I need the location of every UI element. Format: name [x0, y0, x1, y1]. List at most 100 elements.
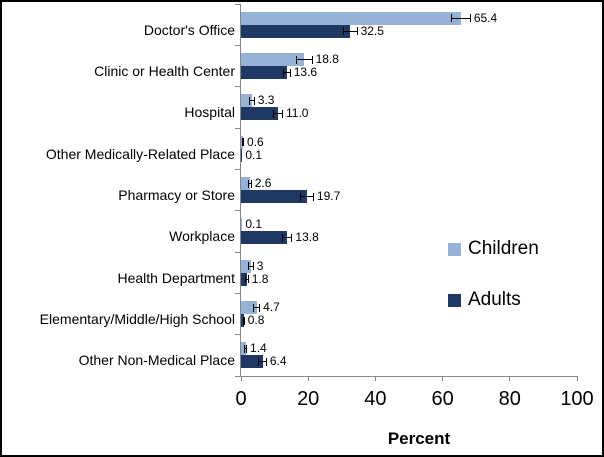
adults-swatch-icon [448, 293, 461, 307]
category-tick [235, 168, 240, 170]
value-label: 6.4 [269, 354, 287, 369]
bar-adults [241, 107, 278, 121]
error-bar-cap [247, 275, 249, 284]
error-bar [253, 307, 261, 308]
bar-adults [241, 24, 351, 38]
error-bar-cap [265, 357, 267, 366]
category-label: Clinic or Health Center [94, 63, 235, 79]
plot-area: 65.4 32.5 18.8 13.6 3.3 11.0 0.6 0.1 2.6 19.7 0.1 1… [235, 3, 578, 381]
value-label: 0.1 [245, 147, 263, 162]
error-bar [242, 141, 245, 143]
error-bar-cap [282, 109, 283, 118]
error-bar [342, 30, 358, 32]
error-bar-cap [282, 233, 284, 242]
error-bar-cap [311, 55, 313, 64]
x-axis-tick [509, 376, 511, 381]
x-axis-tick [240, 376, 242, 381]
category-tick [235, 44, 240, 46]
error-bar [300, 196, 314, 197]
x-axis-title: Percent [387, 429, 451, 448]
category-tick [235, 3, 240, 5]
value-label: 0.6 [247, 134, 264, 149]
category-tick [235, 127, 240, 129]
x-tick-label: 60 [431, 388, 454, 410]
error-bar-cap [252, 262, 254, 271]
error-bar-cap [289, 68, 291, 77]
error-bar-cap [253, 303, 255, 312]
category-label: Elementary/Middle/High School [39, 311, 235, 327]
error-bar-cap [450, 14, 452, 23]
x-axis-tick [576, 376, 578, 381]
error-bar [247, 183, 252, 184]
value-label: 3 [256, 258, 264, 273]
x-tick-label: 80 [498, 388, 521, 410]
value-label: 1.4 [250, 341, 267, 356]
error-bar [295, 59, 313, 60]
error-bar [450, 17, 471, 19]
bar-children [241, 259, 252, 273]
error-bar [272, 113, 283, 115]
category-label: Other Non-Medical Place [78, 352, 235, 369]
x-tick-label: 20 [297, 388, 320, 410]
bar-children [241, 53, 305, 66]
error-bar [248, 265, 254, 267]
bar-adults [241, 355, 263, 369]
value-label: 65.4 [473, 10, 498, 25]
error-bar-cap [253, 96, 255, 105]
value-label: 32.5 [360, 23, 384, 38]
bar-adults [241, 190, 308, 203]
error-bar-cap [291, 233, 293, 242]
bar-adults [241, 272, 248, 286]
legend-item-adults: Adults [448, 289, 539, 311]
error-bar [242, 320, 245, 321]
error-bar-cap [259, 303, 261, 312]
x-tick-label: 0 [235, 388, 247, 410]
error-bar-cap [243, 316, 245, 325]
x-axis-tick [374, 376, 376, 381]
value-label: 19.7 [316, 189, 341, 203]
value-label: 3.3 [257, 93, 275, 108]
error-bar-cap [250, 179, 252, 188]
category-tick [235, 251, 240, 253]
legend-label-adults: Adults [468, 289, 521, 310]
bar-children [241, 301, 257, 314]
value-label: 0.8 [247, 313, 265, 327]
value-label: 11.0 [286, 106, 309, 121]
error-bar [258, 361, 267, 363]
error-bar [282, 237, 293, 239]
y-axis-line [240, 4, 241, 376]
value-label: 1.8 [251, 271, 269, 286]
category-label: Doctor's Office [143, 21, 235, 38]
bar-children [241, 94, 253, 108]
legend-item-children: Children [448, 238, 539, 260]
children-swatch-icon [448, 242, 461, 256]
category-tick [235, 292, 240, 294]
error-bar-cap [243, 138, 245, 147]
category-label: Health Department [117, 269, 235, 286]
legend: Children Adults [448, 238, 539, 340]
error-bar-cap [247, 179, 249, 188]
error-bar-cap [312, 192, 314, 201]
category-tick [235, 210, 240, 212]
category-tick [235, 375, 240, 377]
bar-adults [241, 66, 287, 79]
x-axis-line [240, 376, 577, 377]
bar-children [241, 11, 461, 25]
error-bar-cap [242, 138, 243, 147]
error-bar-cap [300, 192, 302, 201]
error-bar-cap [258, 357, 260, 366]
x-tick-label: 40 [364, 388, 387, 410]
error-bar-cap [342, 27, 344, 36]
error-bar-cap [244, 344, 246, 353]
value-label: 2.6 [254, 176, 272, 190]
error-bar-cap [245, 275, 247, 284]
error-bar-cap [282, 68, 284, 77]
category-label: Workplace [169, 228, 235, 245]
category-tick [235, 86, 240, 88]
bar-adults [241, 231, 288, 245]
error-bar [282, 72, 291, 73]
bar-children [241, 177, 250, 190]
error-bar [244, 348, 248, 350]
x-axis-tick [442, 376, 444, 381]
